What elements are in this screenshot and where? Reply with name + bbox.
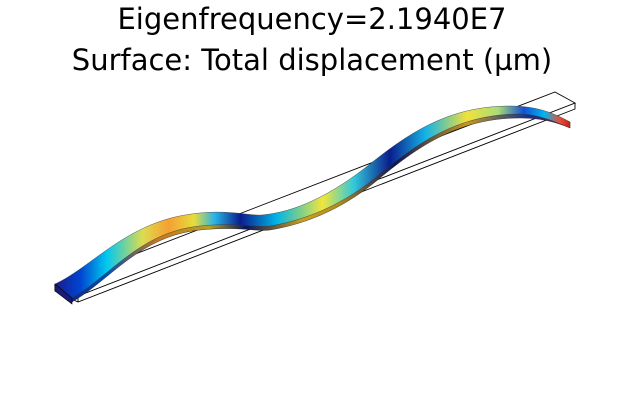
beam-end-cap: [54, 283, 73, 305]
undeformed-outline: [53, 91, 577, 303]
plot-title: Eigenfrequency=2.1940E7: [117, 2, 507, 36]
beam-top-surface: [54, 105, 571, 299]
plot-subtitle: Surface: Total displacement (µm): [71, 43, 553, 77]
